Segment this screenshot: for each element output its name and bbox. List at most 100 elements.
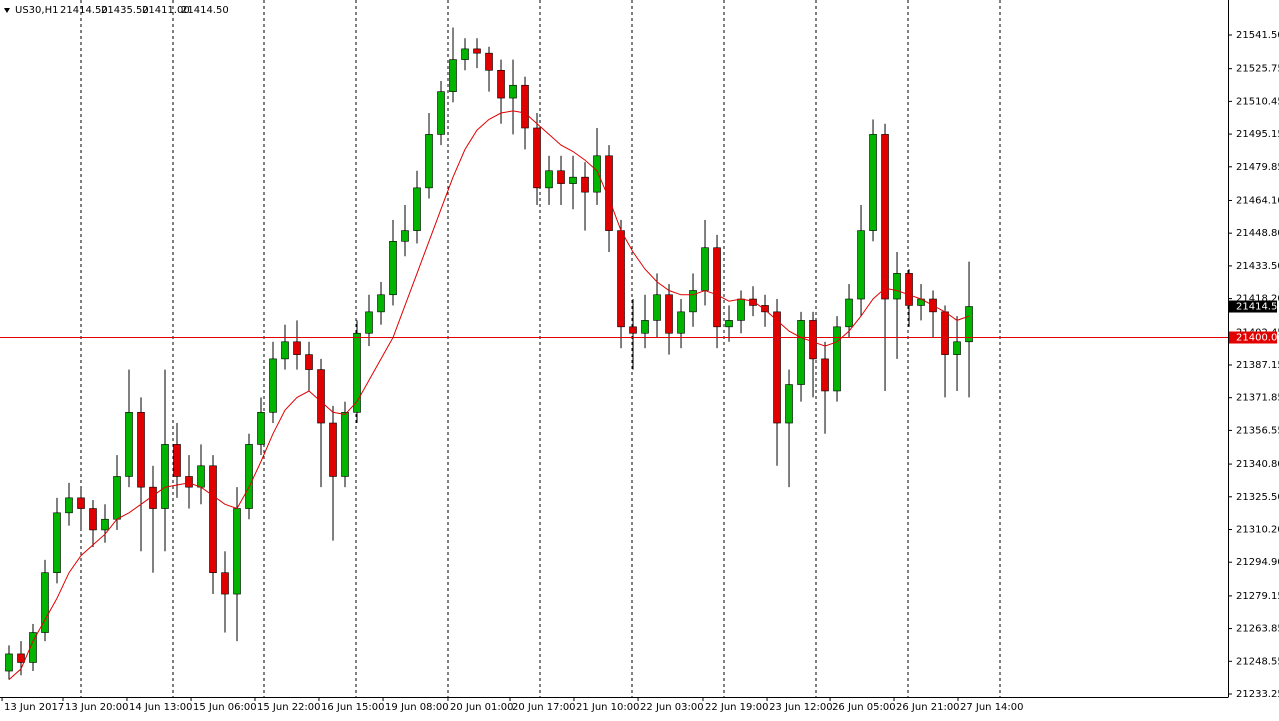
candle-body [185,476,193,488]
y-tick-label: 21510.45 [1236,96,1279,107]
candle-body [869,134,877,231]
candle-body [221,572,229,595]
y-tick-label: 21433.50 [1236,261,1279,272]
candle-body [797,320,805,385]
y-tick-label: 21325.50 [1236,492,1279,503]
candle-body [233,508,241,595]
candle-body [761,305,769,313]
candle-body [89,508,97,531]
candle-body [677,311,685,334]
x-tick-label: 15 Jun 22:00 [257,702,321,713]
candle-body [365,311,373,334]
candle-body [545,170,553,189]
candle-body [389,241,397,296]
y-tick-label: 21356.55 [1236,425,1279,436]
candle-body [881,134,889,300]
candle-body [713,247,721,328]
y-tick-label: 21340.80 [1236,459,1279,470]
candle-body [113,476,121,520]
candle-body [617,230,625,328]
candle-body [281,341,289,360]
candle-body [941,311,949,355]
candle-body [401,230,409,242]
x-tick-label: 26 Jun 05:00 [832,702,896,713]
candle-body [557,170,565,184]
candle-body [725,320,733,328]
candle-body [329,422,337,477]
candle-body [161,444,169,509]
candle-body [809,320,817,360]
candle-body [785,384,793,424]
x-tick-label: 13 Jun 20:00 [65,702,129,713]
candle-body [749,298,757,306]
candle-body [449,59,457,92]
candle-body [833,326,841,392]
x-tick-label: 20 Jun 01:00 [450,702,514,713]
x-tick-label: 19 Jun 08:00 [385,702,449,713]
x-tick-label: 16 Jun 15:00 [321,702,385,713]
candle-body [461,48,469,60]
candle-body [209,465,217,573]
candle-body [653,294,661,321]
x-tick-label: 27 Jun 14:00 [960,702,1024,713]
last-price-box [1229,300,1277,313]
symbol: US30,H1 [15,5,58,16]
y-tick-label: 21233.25 [1236,689,1279,700]
level-label: 21400.00 [1236,333,1279,344]
candle-body [593,155,601,193]
candle-body [53,512,61,573]
x-tick-label: 22 Jun 03:00 [640,702,704,713]
x-tick-label: 23 Jun 12:00 [769,702,833,713]
candle-body [245,444,253,509]
candle-body [17,653,25,663]
candle-body [605,155,613,231]
candle-body [641,320,649,334]
candle-body [821,358,829,392]
candle-body [413,187,421,231]
candle-body [5,653,13,672]
x-tick-label: 21 Jun 10:00 [576,702,640,713]
candle-body [29,632,37,663]
candles [5,27,973,680]
y-tick-label: 21418.20 [1236,294,1279,305]
candle-body [701,247,709,291]
y-tick-label: 21387.15 [1236,360,1279,371]
candle-body [77,497,85,509]
candle-body [305,354,313,370]
candle-body [41,572,49,633]
candle-body [257,412,265,445]
candle-body [125,412,133,477]
candle-body [953,341,961,355]
candle-body [293,341,301,355]
candle-body [773,311,781,424]
y-tick-label: 21263.85 [1236,624,1279,635]
candle-body [485,52,493,71]
candle-body [425,134,433,189]
open-label: 21414.50 [60,5,108,16]
high-label: 21435.50 [101,5,149,16]
y-tick-label: 21479.85 [1236,162,1279,173]
y-tick-label: 21310.20 [1236,524,1279,535]
candle-body [581,176,589,193]
candle-body [857,230,865,300]
candle-body [665,294,673,334]
x-tick-label: 14 Jun 13:00 [129,702,193,713]
level-label-box [1229,331,1277,344]
x-tick-label: 13 Jun 2017 [4,702,64,713]
candle-body [437,91,445,135]
y-tick-label: 21279.15 [1236,591,1279,602]
y-tick-label: 21248.55 [1236,656,1279,667]
low-label: 21411.00 [142,5,190,16]
x-tick-label: 20 Jun 17:00 [512,702,576,713]
candle-body [341,412,349,477]
y-tick-label: 21525.75 [1236,64,1279,75]
candle-body [845,298,853,328]
y-tick-label: 21371.85 [1236,393,1279,404]
header-arrow [4,8,10,13]
candle-body [533,127,541,189]
y-tick-label: 21448.80 [1236,228,1279,239]
candle-body [65,497,73,514]
y-tick-label: 21541.50 [1236,30,1279,41]
candle-body [521,84,529,129]
